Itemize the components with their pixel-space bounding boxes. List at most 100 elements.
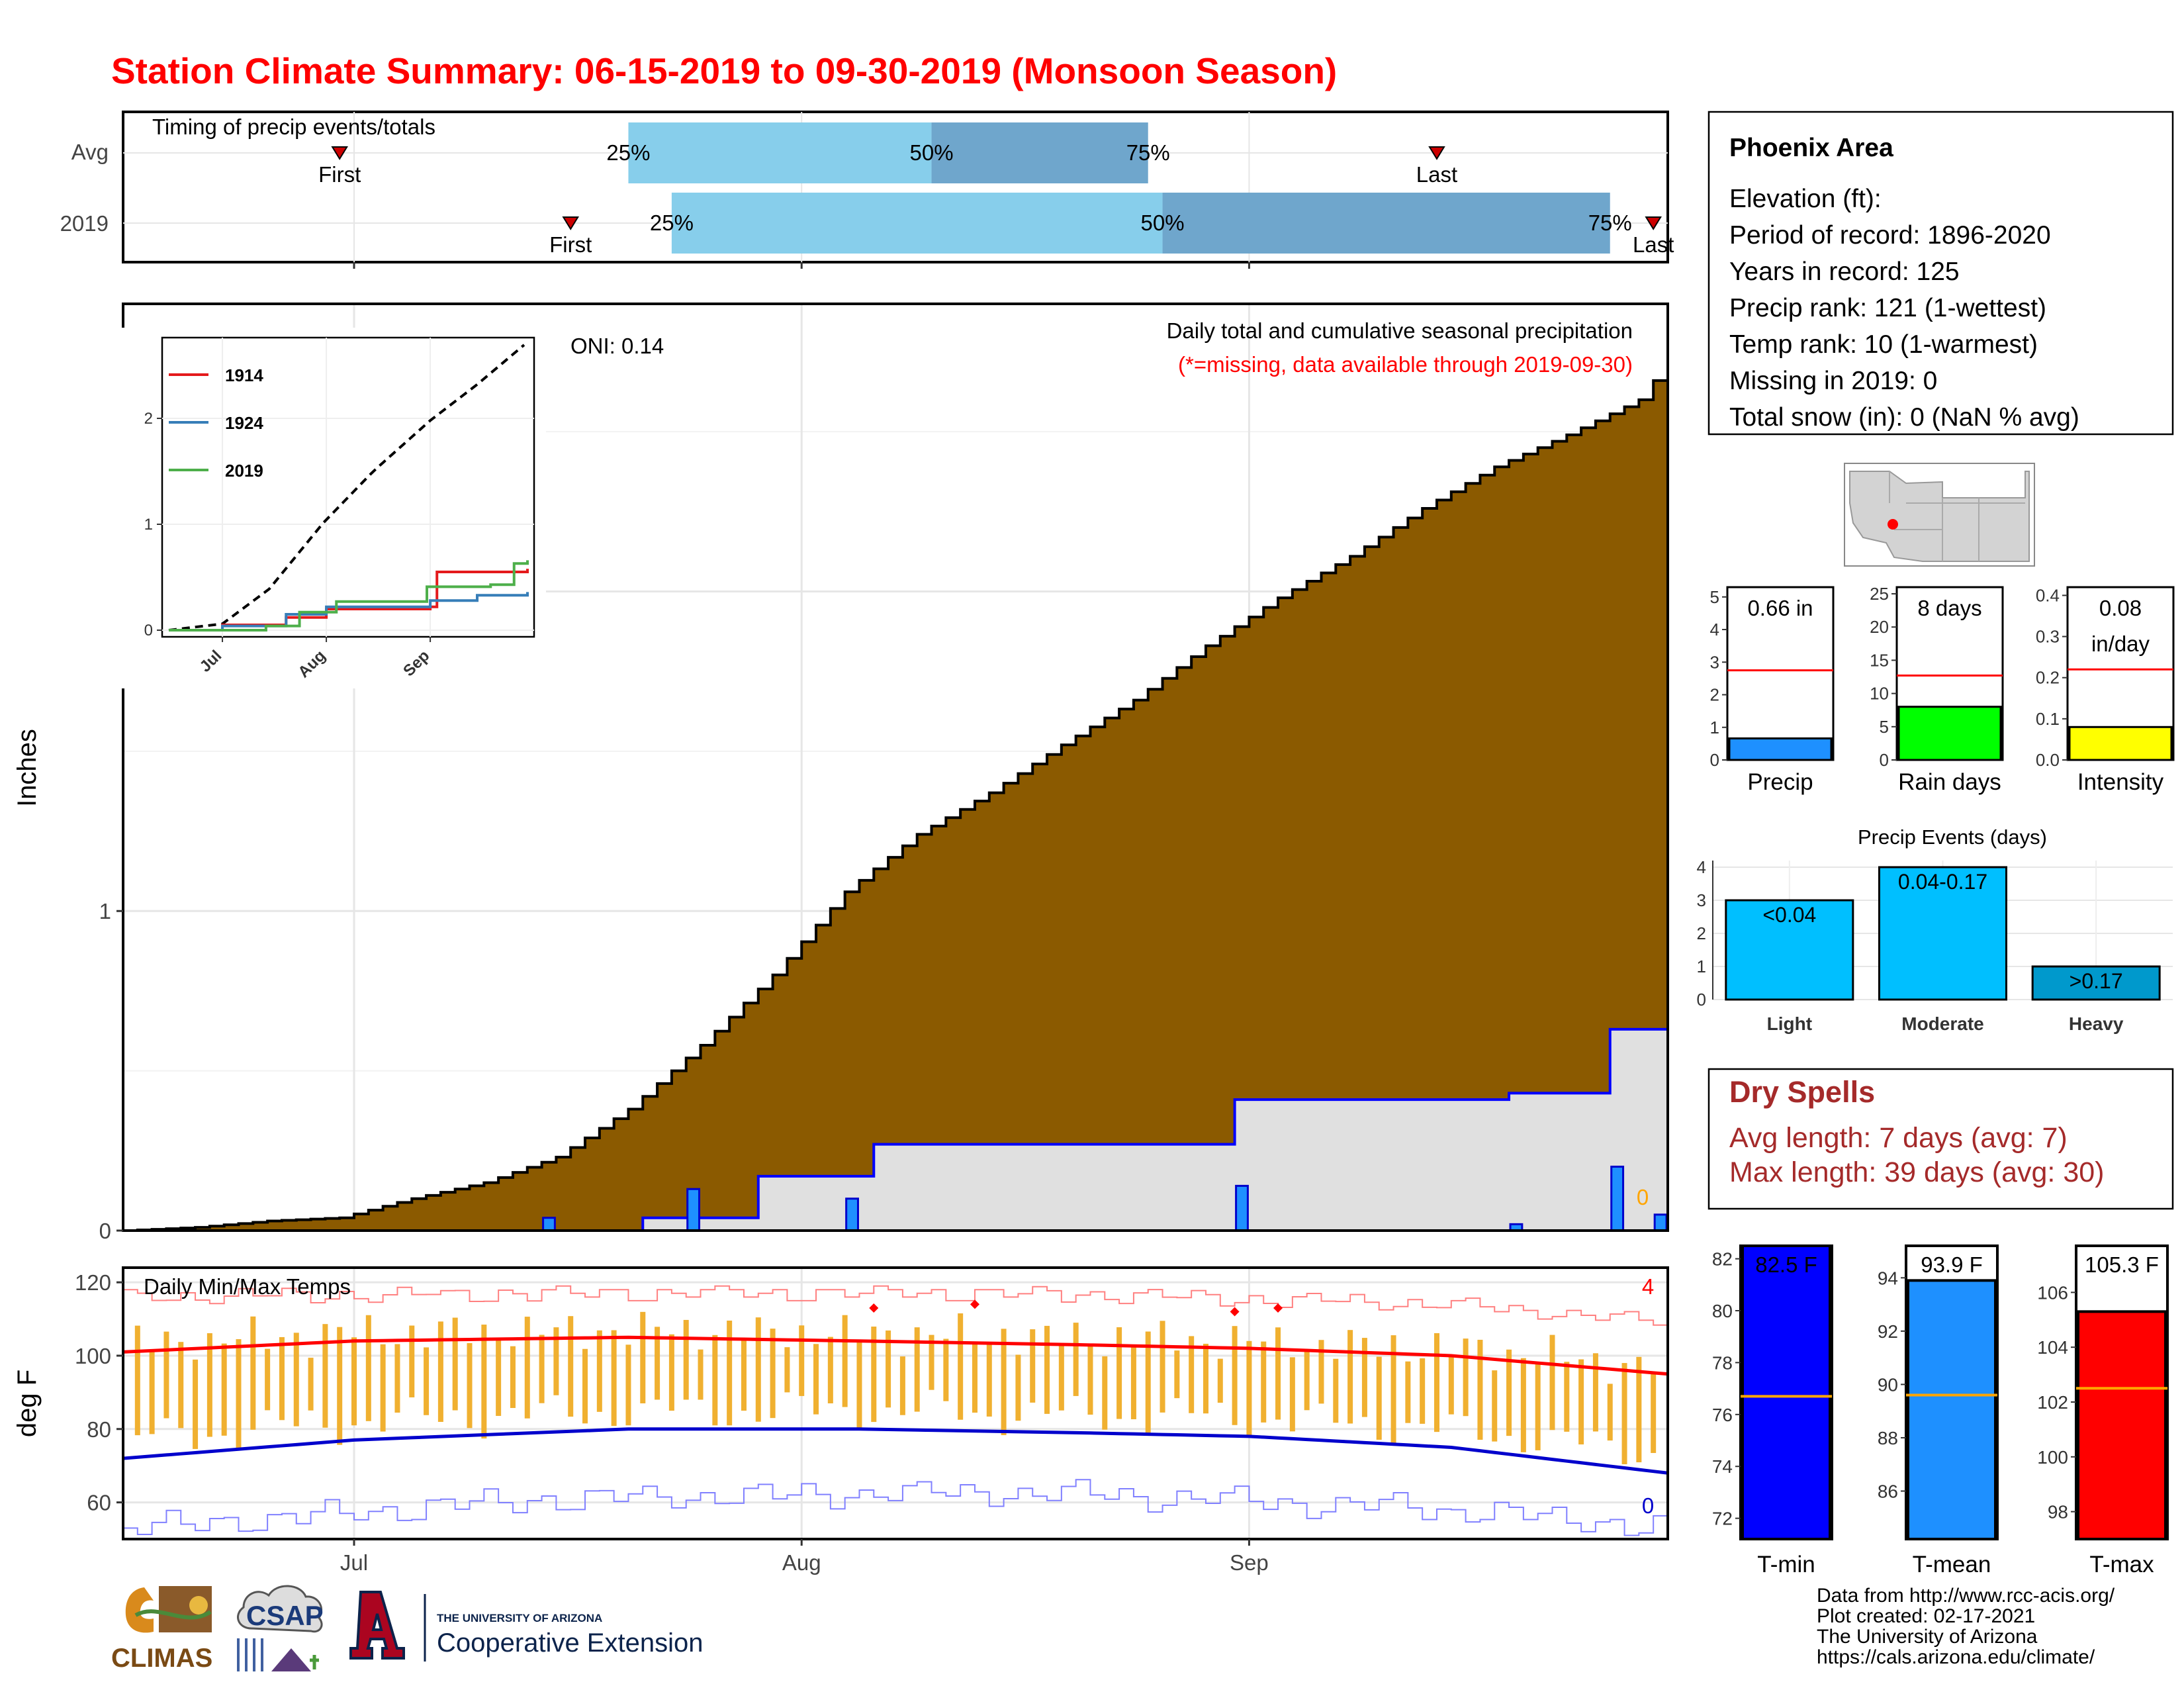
temp-range-bar [1304,1350,1310,1411]
summary-bar-tick-label: 10 [1870,684,1889,704]
temp-summary-tick-label: 82 [1712,1249,1733,1270]
temp-panel-frame [122,1266,1669,1540]
timing-bars: 25% 50% 75% First Last 25% 50% 75% First Last [318,122,1674,257]
events-category-moderate: Moderate [1901,1013,1983,1034]
temp-range-bar [394,1344,400,1413]
summary-bar-fill [2068,726,2173,761]
temp-range-bar [424,1347,430,1415]
temp-range-bar [1549,1335,1555,1430]
record-low-count: 0 [1642,1493,1654,1518]
temp-range-bar [265,1348,271,1411]
temp-range-bar [1217,1358,1223,1403]
climas-logo-text: CLIMAS [111,1644,212,1673]
credits: Data from http://www.rcc-acis.org/ Plot … [1817,1585,2115,1668]
temp-range-bar [1405,1361,1411,1423]
station-line-temp-rank: Temp rank: 10 (1-warmest) [1729,330,2038,359]
station-info-box: Phoenix Area Elevation (ft): Period of r… [1707,111,2174,436]
summary-bar-tick-label: 0.4 [2036,585,2060,605]
station-location-marker [1888,519,1898,530]
timing-first-marker-Avg [331,146,348,160]
temp-range-bar [958,1313,964,1420]
temp-range-bar [1448,1355,1454,1415]
temp-range-bar [698,1349,704,1400]
temp-range-bar [1361,1338,1367,1417]
daily-precip-bar-2019-07-14 [542,1217,556,1232]
temp-range-bar [134,1325,140,1436]
temp-range-bar [1116,1327,1122,1419]
summary-bar-intensity: 0.0 0.1 0.2 0.3 0.4 0.08 in/day Intensity [2036,585,2175,795]
inset-line-1924 [169,592,529,632]
summary-bar-tick-label: 0 [1710,750,1719,770]
temp-range-bar [914,1327,920,1412]
summary-bar-tick-label: 0.0 [2036,750,2060,770]
location-map [1844,463,2035,567]
month-label-Jul: Jul [340,1550,368,1575]
temp-summary-tick-label: 78 [1712,1352,1733,1373]
inset-frame [161,336,535,638]
climas-logo: CLIMAS [111,1586,212,1673]
summary-bar-tick-label: 15 [1870,650,1889,670]
summary-bar-frame [1726,586,1835,761]
temp-ytick-label-120: 120 [75,1270,111,1295]
temp-range-bar [1289,1357,1295,1432]
temp-summary-tick-label: 88 [1878,1428,1898,1448]
temp-y-axis: 60 80 100 120 [75,1270,123,1515]
temp-range-bar [727,1320,733,1426]
temp-range-bar [1376,1356,1382,1440]
daily-precip-bar-2019-07-24 [686,1188,701,1232]
temp-range-bar [986,1343,992,1417]
temp-summary-value-text: 93.9 F [1921,1252,1983,1277]
inset-legend: 1914 1924 2019 [169,365,263,481]
temperature-summary-bars: 72 74 76 78 80 82 82.5 F T-min 86 88 90 92 94 93.9 F T… [1712,1244,2169,1577]
temp-range-bar [582,1348,588,1424]
precip-y-label: Inches [13,729,42,807]
temp-range-bar [1564,1362,1570,1432]
temp-range-bar [1636,1356,1642,1463]
temp-range-bar [856,1340,862,1429]
precip-missing-note: (*=missing, data available through 2019-… [1178,352,1633,377]
avg-min-line [122,1427,1668,1475]
temp-range-bar [1477,1339,1483,1440]
summary-bar-tick-label: 0 [1880,750,1889,770]
temp-range-bar [929,1335,934,1390]
temp-range-bar [539,1335,545,1403]
temp-range-bar [279,1336,285,1421]
dry-spells-title: Dry Spells [1729,1075,1875,1109]
temp-range-bar [337,1327,343,1445]
temp-range-bar [625,1344,631,1426]
temp-range-bar [1492,1370,1498,1442]
temp-range-bar [741,1339,747,1411]
map-state-borders [1889,471,2025,561]
temp-ytick-label-100: 100 [75,1344,111,1368]
timing-row-label-avg: Avg [71,140,109,164]
temp-range-bar [481,1325,487,1439]
events-ytick-label-1: 1 [1697,957,1706,976]
temp-range-bar [1145,1331,1151,1434]
station-info-frame [1707,111,2174,436]
temp-range-bar [1506,1349,1512,1436]
temp-range-bar [683,1319,689,1400]
station-line-precip-rank: Precip rank: 121 (1-wettest) [1729,294,2046,322]
temp-range-bar [437,1321,443,1422]
events-bar-label-heavy: >0.17 [2070,969,2123,993]
temp-range-bar [510,1346,516,1408]
temp-range-bar [1578,1359,1584,1445]
temp-range-bar [1015,1354,1021,1421]
temp-range-bar [1044,1325,1050,1414]
temp-summary-tick-label: 106 [2037,1282,2068,1303]
month-label-Sep: Sep [1230,1550,1269,1575]
daily-precip-bar-2019-09-29 [1653,1213,1668,1232]
temp-range-bar [770,1329,776,1419]
summary-bar-value-unit: in/day [2091,632,2150,656]
timing-first-marker-2019 [562,216,579,230]
temp-range-bar [1433,1333,1439,1432]
events-bar-moderate [1878,866,2007,1001]
temp-range-bar [755,1317,761,1422]
temp-range-bar [1189,1336,1195,1413]
temp-range-bar [784,1347,790,1393]
precip-subtitle: Daily total and cumulative seasonal prec… [1167,318,1633,343]
timing-last-marker-Avg [1428,146,1445,160]
daily-precip-bars [542,1165,1668,1232]
events-bar-heavy [2031,965,2161,1001]
